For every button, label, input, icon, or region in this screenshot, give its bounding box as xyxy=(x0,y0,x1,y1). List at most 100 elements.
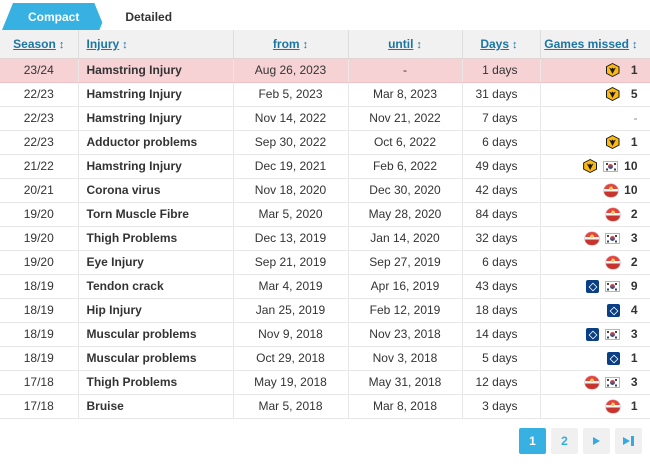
from-date-cell: Nov 14, 2022 xyxy=(233,106,349,131)
days-cell: 31 days xyxy=(462,82,541,107)
season-cell: 19/20 xyxy=(0,226,79,251)
column-label: from xyxy=(272,36,300,51)
until-date-cell: May 28, 2020 xyxy=(348,202,463,227)
last-page-button[interactable] xyxy=(615,427,642,454)
games-missed-cell: 3 xyxy=(540,370,650,395)
column-header-injury[interactable]: Injury ↕ xyxy=(78,30,234,59)
page-button-1[interactable]: 1 xyxy=(519,427,546,454)
games-missed-count: 2 xyxy=(630,255,638,269)
from-date-cell: Nov 18, 2020 xyxy=(233,178,349,203)
from-date-cell: Sep 21, 2019 xyxy=(233,250,349,275)
games-missed-count: 3 xyxy=(630,231,638,245)
view-tabs: Compact Detailed xyxy=(0,0,650,30)
red-bull-crest-icon xyxy=(604,183,619,197)
south-korea-flag-icon xyxy=(604,280,620,292)
injury-row: 22/23 Hamstring Injury Nov 14, 2022 Nov 21,… xyxy=(0,106,650,131)
column-label: Injury xyxy=(86,36,120,51)
tab-detailed[interactable]: Detailed xyxy=(99,3,198,30)
from-date-cell: Mar 4, 2019 xyxy=(233,274,349,299)
injury-cell: Hamstring Injury xyxy=(78,58,234,83)
until-date-cell: Jan 14, 2020 xyxy=(348,226,463,251)
days-cell: 43 days xyxy=(462,274,541,299)
south-korea-flag-icon xyxy=(604,232,620,244)
injury-row: 18/19 Muscular problems Oct 29, 2018 Nov 3,… xyxy=(0,346,650,371)
last-page-arrow-bar xyxy=(631,435,634,446)
games-missed-cell: 1 xyxy=(540,130,650,155)
season-cell: 18/19 xyxy=(0,298,79,323)
hsv-crest-icon xyxy=(585,327,599,341)
from-date-cell: Mar 5, 2018 xyxy=(233,394,349,419)
until-date-cell: Mar 8, 2018 xyxy=(348,394,463,419)
games-missed-cell: - xyxy=(540,106,650,131)
sort-icon[interactable]: ↕ xyxy=(416,38,422,51)
until-date-cell: Feb 12, 2019 xyxy=(348,298,463,323)
last-page-arrow-icon xyxy=(623,436,631,445)
until-date-cell: Nov 3, 2018 xyxy=(348,346,463,371)
days-cell: 3 days xyxy=(462,394,541,419)
injury-cell: Corona virus xyxy=(78,178,234,203)
injury-row: 23/24 Hamstring Injury Aug 26, 2023-1 days… xyxy=(0,58,650,83)
hsv-crest-icon xyxy=(606,303,620,317)
season-cell: 17/18 xyxy=(0,394,79,419)
wolves-crest-icon xyxy=(605,87,620,101)
page-button-2[interactable]: 2 xyxy=(551,427,578,454)
from-date-cell: Feb 5, 2023 xyxy=(233,82,349,107)
sort-icon[interactable]: ↕ xyxy=(632,38,638,51)
injury-row: 21/22 Hamstring Injury Dec 19, 2021 Feb 6, … xyxy=(0,154,650,179)
games-missed-count: 10 xyxy=(624,183,638,197)
column-header-games-missed[interactable]: Games missed ↕ xyxy=(540,30,650,59)
days-cell: 5 days xyxy=(462,346,541,371)
red-bull-crest-icon xyxy=(605,255,620,269)
injury-cell: Adductor problems xyxy=(78,130,234,155)
days-cell: 6 days xyxy=(462,250,541,275)
sort-icon[interactable]: ↕ xyxy=(58,38,65,51)
tab-compact[interactable]: Compact xyxy=(2,3,105,30)
south-korea-flag-icon xyxy=(604,376,620,388)
sort-icon[interactable]: ↕ xyxy=(512,38,518,51)
games-missed-count: 1 xyxy=(630,63,638,77)
games-missed-cell: 2 xyxy=(540,250,650,275)
days-cell: 42 days xyxy=(462,178,541,203)
sort-icon[interactable]: ↕ xyxy=(302,38,309,51)
from-date-cell: Jan 25, 2019 xyxy=(233,298,349,323)
sort-icon[interactable]: ↕ xyxy=(122,38,128,51)
games-missed-count: 9 xyxy=(630,279,638,293)
until-date-cell: Sep 27, 2019 xyxy=(348,250,463,275)
season-cell: 22/23 xyxy=(0,82,79,107)
until-date-cell: Dec 30, 2020 xyxy=(348,178,463,203)
days-cell: 1 days xyxy=(462,58,541,83)
injury-row: 20/21 Corona virus Nov 18, 2020 Dec 30, 202… xyxy=(0,178,650,203)
injury-row: 17/18 Thigh Problems May 19, 2018 May 31, 2… xyxy=(0,370,650,395)
games-missed-cell: 10 xyxy=(540,178,650,203)
column-header-days[interactable]: Days ↕ xyxy=(462,30,541,59)
games-missed-cell: 4 xyxy=(540,298,650,323)
from-date-cell: Nov 9, 2018 xyxy=(233,322,349,347)
column-label: Days xyxy=(480,36,509,51)
until-date-cell: Nov 21, 2022 xyxy=(348,106,463,131)
injury-cell: Hamstring Injury xyxy=(78,82,234,107)
column-header-season[interactable]: Season ↕ xyxy=(0,30,79,59)
hsv-crest-icon xyxy=(606,351,620,365)
games-missed-cell: 2 xyxy=(540,202,650,227)
injury-row: 19/20 Thigh Problems Dec 13, 2019 Jan 14, 2… xyxy=(0,226,650,251)
injury-row: 19/20 Eye Injury Sep 21, 2019 Sep 27, 2019 6… xyxy=(0,250,650,275)
south-korea-flag-icon xyxy=(603,160,619,172)
injury-cell: Tendon crack xyxy=(78,274,234,299)
hsv-crest-icon xyxy=(585,279,599,293)
next-page-button[interactable] xyxy=(583,427,610,454)
next-page-arrow-icon xyxy=(593,436,600,445)
games-missed-count: 1 xyxy=(630,135,638,149)
column-header-until[interactable]: until ↕ xyxy=(348,30,463,59)
injury-row: 22/23 Hamstring Injury Feb 5, 2023 Mar 8, 2… xyxy=(0,82,650,107)
injury-cell: Thigh Problems xyxy=(78,226,234,251)
from-date-cell: Aug 26, 2023 xyxy=(233,58,349,83)
days-cell: 49 days xyxy=(462,154,541,179)
column-header-from[interactable]: from ↕ xyxy=(233,30,349,59)
red-bull-crest-icon xyxy=(605,207,620,221)
south-korea-flag-icon xyxy=(604,328,620,340)
games-missed-cell: 3 xyxy=(540,322,650,347)
injury-table: Season ↕ Injury ↕ from ↕ until ↕ Days ↕ Games miss… xyxy=(0,30,650,419)
games-missed-count: 2 xyxy=(630,207,638,221)
injury-cell: Eye Injury xyxy=(78,250,234,275)
